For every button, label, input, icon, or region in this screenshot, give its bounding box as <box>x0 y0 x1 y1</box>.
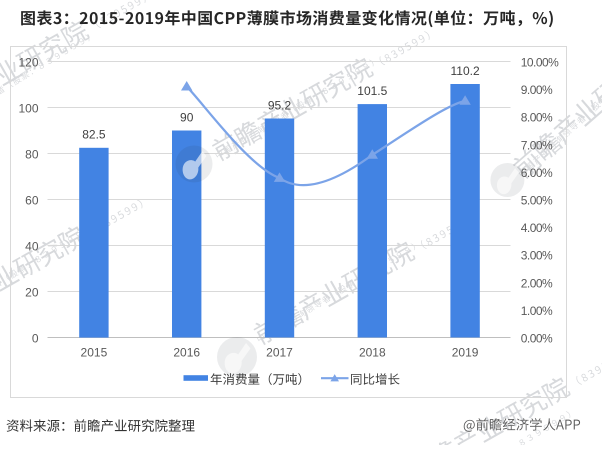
svg-text:40: 40 <box>25 239 39 253</box>
svg-text:8.00%: 8.00% <box>521 111 553 125</box>
svg-text:110.2: 110.2 <box>451 64 480 78</box>
svg-text:10.00%: 10.00% <box>521 56 559 70</box>
svg-text:9.00%: 9.00% <box>521 83 553 97</box>
svg-text:0.00%: 0.00% <box>521 332 553 346</box>
svg-text:100: 100 <box>18 101 38 115</box>
svg-text:2017: 2017 <box>266 346 293 360</box>
svg-text:6.00%: 6.00% <box>521 166 553 180</box>
svg-text:95.2: 95.2 <box>268 98 292 112</box>
svg-text:80: 80 <box>25 147 39 161</box>
svg-text:0: 0 <box>32 331 39 345</box>
svg-text:90: 90 <box>180 110 194 124</box>
svg-text:120: 120 <box>18 55 38 69</box>
svg-text:82.5: 82.5 <box>82 128 106 142</box>
svg-text:60: 60 <box>25 193 39 207</box>
svg-text:2.00%: 2.00% <box>521 276 553 290</box>
svg-text:20: 20 <box>25 285 39 299</box>
svg-text:2018: 2018 <box>359 346 386 360</box>
svg-text:5.00%: 5.00% <box>521 194 553 208</box>
svg-text:3.00%: 3.00% <box>521 249 553 263</box>
svg-text:2019: 2019 <box>452 346 479 360</box>
svg-text:101.5: 101.5 <box>357 84 387 98</box>
svg-text:7.00%: 7.00% <box>521 138 553 152</box>
svg-text:2015: 2015 <box>81 346 108 360</box>
svg-text:2016: 2016 <box>173 346 200 360</box>
svg-text:4.00%: 4.00% <box>521 221 553 235</box>
svg-text:1.00%: 1.00% <box>521 304 553 318</box>
